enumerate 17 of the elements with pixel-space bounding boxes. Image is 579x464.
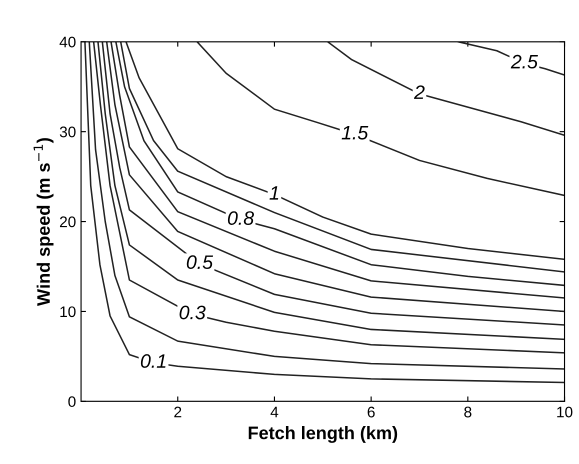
series-label: 0.8	[228, 211, 254, 225]
y-tick-label: 30	[60, 126, 76, 138]
y-axis-title: Wind speed (m s$^{−1}$)	[34, 138, 54, 306]
y-tick-label: 0	[68, 396, 76, 408]
x-axis-title: Fetch length (km)	[248, 426, 398, 443]
x-tick-label: 8	[464, 406, 472, 418]
x-tick-label: 4	[270, 406, 278, 418]
y-tick-label: 40	[60, 36, 76, 48]
series-label: 2.5	[510, 54, 538, 69]
x-tick-label: 6	[368, 406, 375, 418]
line-series	[457, 42, 565, 76]
y-tick-label: 10	[60, 306, 76, 318]
x-tick-label: 10	[557, 406, 572, 418]
x-tick-label: 2	[174, 406, 182, 418]
series-label: 0.1	[140, 354, 166, 368]
series-label: 0.5	[186, 255, 214, 270]
y-tick-label: 20	[60, 216, 76, 228]
